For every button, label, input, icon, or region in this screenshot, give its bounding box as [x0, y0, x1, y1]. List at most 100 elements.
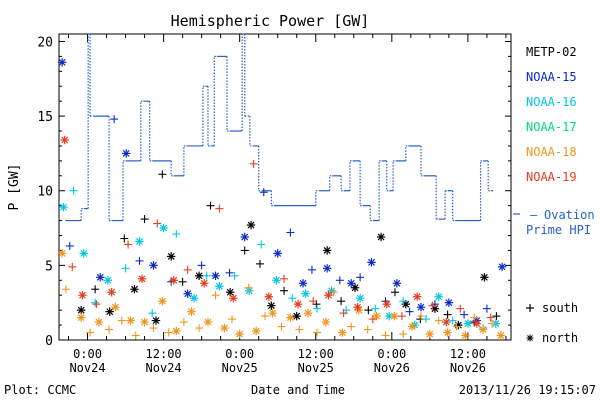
- north-point: [251, 326, 261, 336]
- south-point: [140, 215, 149, 224]
- north-point: [267, 301, 276, 310]
- north-point: [121, 149, 131, 158]
- north-point: [286, 313, 295, 322]
- south-point: [399, 330, 408, 339]
- north-point: [199, 279, 209, 288]
- north-point: [298, 279, 308, 288]
- south-point: [179, 318, 188, 327]
- y-axis-label: P [GW]: [7, 164, 22, 211]
- north-point: [497, 262, 507, 272]
- south-point: [124, 240, 133, 249]
- south-point: [228, 315, 237, 324]
- north-point: [76, 305, 86, 315]
- north-point: [172, 326, 181, 336]
- south-point: [309, 297, 318, 306]
- x-tick-time: 12:00: [146, 347, 182, 361]
- south-point: [195, 324, 204, 333]
- data-points: [57, 58, 507, 340]
- legend-item: NOAA-16: [526, 95, 577, 109]
- north-point: [126, 316, 135, 325]
- plot-frame: [58, 33, 512, 341]
- south-point: [456, 304, 465, 313]
- chart-title: Hemispheric Power [GW]: [171, 12, 370, 30]
- north-point: [151, 316, 161, 325]
- south-point: [347, 322, 356, 331]
- south-point: [121, 264, 130, 273]
- south-point: [452, 322, 461, 331]
- north-point: [183, 289, 192, 298]
- north-point: [322, 246, 332, 255]
- south-point: [206, 201, 215, 210]
- north-point: [158, 296, 167, 306]
- north-point: [322, 264, 332, 273]
- south-point: [86, 328, 95, 337]
- south-point: [149, 324, 158, 333]
- north-point: [496, 331, 506, 340]
- x-tick-day: Nov24: [69, 361, 105, 375]
- x-axis-label: Date and Time: [251, 383, 345, 397]
- south-point: [202, 271, 211, 280]
- north-point: [472, 319, 481, 328]
- south-point: [183, 265, 192, 274]
- south-symbol: [526, 304, 534, 312]
- legend-item: METP-02: [526, 45, 577, 59]
- south-point: [371, 304, 380, 313]
- north-point: [454, 320, 463, 330]
- north-point: [412, 292, 422, 301]
- south-point: [339, 309, 348, 318]
- plot-timestamp: 2013/11/26 19:15:07: [459, 383, 596, 397]
- south-point: [295, 325, 304, 334]
- north-point: [215, 282, 224, 291]
- south-point: [487, 319, 496, 328]
- north-point: [478, 325, 488, 334]
- y-axis: 0 5 10 15 20: [37, 35, 511, 349]
- north-point: [416, 302, 426, 312]
- north-point: [272, 276, 281, 285]
- south-point: [178, 277, 187, 286]
- south-point: [307, 265, 316, 274]
- y-tick-label: 15: [37, 110, 53, 125]
- legend-item: NOAA-18: [526, 145, 577, 159]
- north-point: [324, 291, 333, 300]
- north-point: [107, 288, 116, 297]
- south-point: [448, 316, 457, 325]
- north-point: [444, 298, 454, 307]
- north-point: [189, 294, 199, 303]
- x-axis: 0:00Nov2412:00Nov240:00Nov2512:00Nov250:…: [68, 34, 507, 375]
- north-point: [140, 317, 149, 327]
- north-point: [338, 328, 347, 337]
- north-point: [268, 308, 277, 318]
- north-point: [461, 331, 470, 340]
- x-tick-day: Nov25: [298, 361, 334, 375]
- north-point: [167, 252, 176, 261]
- north-point: [240, 232, 249, 242]
- north-point: [137, 274, 147, 283]
- south-point: [69, 186, 78, 195]
- south-point: [257, 240, 266, 249]
- north-point: [96, 273, 105, 282]
- north-point: [425, 329, 435, 339]
- south-point: [135, 256, 144, 265]
- north-point: [203, 317, 213, 327]
- south-point: [120, 234, 129, 243]
- south-point: [259, 188, 268, 197]
- ovation-legend-label: Ovation: [544, 208, 595, 222]
- legend-item: NOAA-19: [526, 170, 577, 184]
- south-point: [313, 304, 322, 313]
- x-tick-time: 12:00: [298, 347, 334, 361]
- south-point: [422, 315, 431, 324]
- south-point: [240, 246, 249, 255]
- north-point: [442, 317, 451, 327]
- south-point: [225, 268, 234, 277]
- north-point: [480, 273, 489, 282]
- south-point: [249, 159, 258, 168]
- south-point: [280, 286, 289, 295]
- north-point: [169, 276, 178, 285]
- north-point: [434, 292, 443, 301]
- south-point: [65, 241, 74, 250]
- north-symbol: [526, 334, 534, 342]
- south-point: [460, 310, 469, 319]
- south-point: [482, 304, 491, 313]
- north-point: [159, 223, 168, 233]
- south-point: [68, 262, 77, 271]
